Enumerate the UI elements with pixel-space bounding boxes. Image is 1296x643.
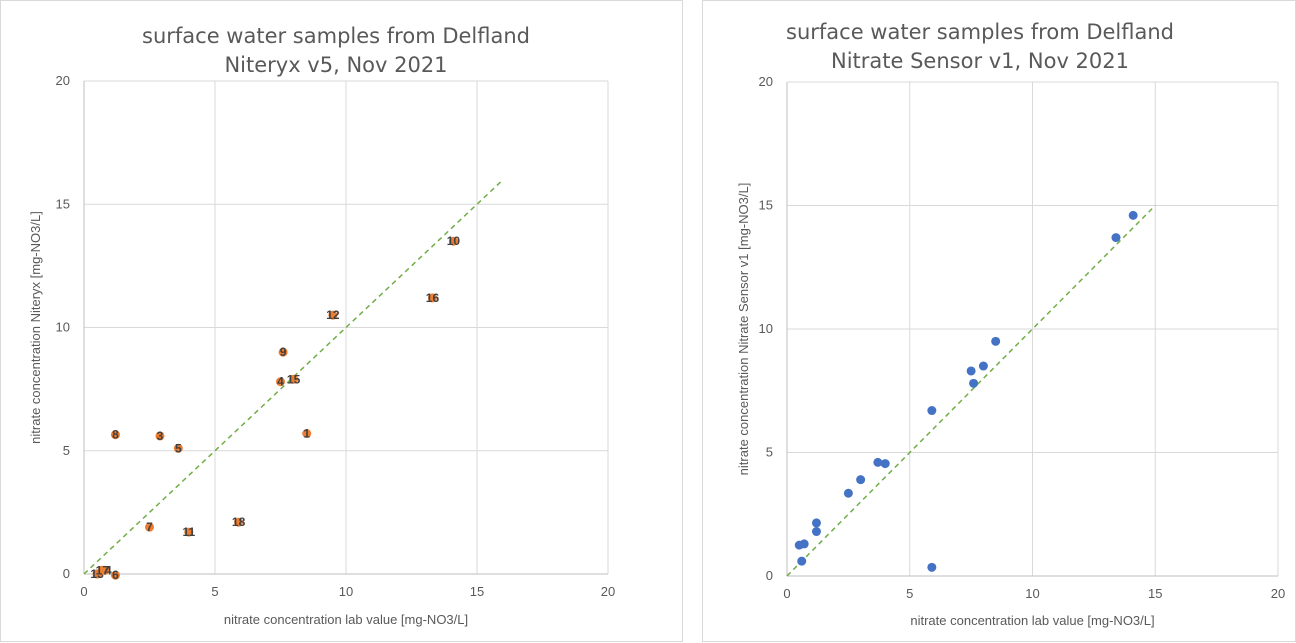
niteryx-data-label: 18: [232, 515, 246, 529]
chart-panel-niteryx: 0510152005101520123456789101112131415161…: [0, 0, 683, 642]
sensor-x-tick-label: 5: [906, 586, 913, 601]
sensor-y-tick-label: 0: [766, 568, 773, 583]
sensor-x-tick-label: 10: [1025, 586, 1039, 601]
niteryx-x-tick-label: 5: [211, 584, 218, 599]
niteryx-data-point: [278, 347, 288, 357]
chart-niteryx: 0510152005101520123456789101112131415161…: [28, 24, 615, 627]
niteryx-data-point: [184, 527, 194, 537]
sensor-y-tick-label: 15: [759, 198, 773, 213]
niteryx-y-tick-label: 10: [56, 320, 70, 335]
niteryx-data-label: 9: [280, 345, 287, 359]
niteryx-data-label: 10: [447, 234, 461, 248]
sensor-data-point: [799, 539, 809, 549]
sensor-data-point: [811, 527, 821, 537]
sensor-data-point: [978, 361, 988, 371]
niteryx-y-tick-label: 20: [56, 73, 70, 88]
sensor-y-axis-label: nitrate concentration Nitrate Sensor v1 …: [736, 183, 751, 476]
niteryx-data-point: [234, 517, 244, 527]
niteryx-data-label: 8: [112, 428, 119, 442]
niteryx-x-tick-label: 20: [601, 584, 615, 599]
niteryx-y-tick-label: 0: [63, 566, 70, 581]
niteryx-y-tick-label: 5: [63, 443, 70, 458]
sensor-y-tick-label: 20: [759, 74, 773, 89]
niteryx-data-point: [276, 377, 285, 387]
niteryx-data-point: [145, 522, 154, 532]
sensor-data-point: [966, 366, 976, 376]
sensor-x-tick-label: 0: [783, 586, 790, 601]
niteryx-data-label: 5: [175, 441, 182, 455]
sensor-data-point: [811, 518, 821, 528]
niteryx-data-label: 11: [182, 525, 195, 539]
niteryx-y-axis-label: nitrate concentration Niteryx [mg-NO3/L]: [28, 211, 43, 444]
sensor-data-point: [880, 459, 890, 469]
sensor-y-tick-label: 10: [759, 321, 773, 336]
niteryx-title-line: surface water samples from Delfland: [142, 24, 530, 48]
niteryx-x-tick-label: 0: [80, 584, 87, 599]
sensor-data-point: [927, 406, 937, 416]
niteryx-data-point: [448, 236, 458, 246]
sensor-x-tick-label: 15: [1148, 586, 1162, 601]
sensor-y-tick-label: 5: [766, 445, 773, 460]
sensor-trendline: [786, 204, 1156, 577]
sensor-title-line: Nitrate Sensor v1, Nov 2021: [831, 49, 1129, 73]
niteryx-data-label: 7: [146, 520, 153, 534]
niteryx-x-tick-label: 15: [470, 584, 484, 599]
sensor-data-point: [797, 556, 807, 566]
niteryx-data-point: [427, 293, 437, 303]
sensor-data-point: [873, 457, 883, 467]
sensor-x-axis-label: nitrate concentration lab value [mg-NO3/…: [910, 613, 1154, 628]
niteryx-data-point: [110, 570, 120, 580]
niteryx-data-label: 15: [287, 372, 301, 386]
sensor-data-point: [991, 336, 1001, 346]
sensor-title-line: surface water samples from Delfland: [786, 20, 1174, 44]
niteryx-data-label: 6: [112, 568, 119, 582]
niteryx-data-point: [173, 443, 183, 453]
niteryx-data-label: 3: [157, 429, 164, 443]
niteryx-data-point: [97, 565, 107, 575]
niteryx-data-point: [155, 431, 165, 441]
niteryx-x-axis-label: nitrate concentration lab value [mg-NO3/…: [224, 612, 468, 627]
sensor-data-point: [927, 562, 937, 572]
niteryx-data-point: [328, 310, 338, 320]
niteryx-title-line: Niteryx v5, Nov 2021: [224, 53, 447, 77]
chart-nitrate-sensor: 0 5 10 15 20 0 5 10 15 20 surface water samples fr…: [736, 20, 1285, 628]
sensor-data-point: [1111, 233, 1121, 243]
niteryx-trendline: [83, 179, 504, 575]
niteryx-data-label: 1: [303, 426, 310, 440]
sensor-data-point: [969, 378, 979, 388]
sensor-data-point: [856, 475, 866, 485]
niteryx-data-point: [289, 374, 299, 384]
sensor-data-point: [843, 488, 853, 498]
niteryx-x-tick-label: 10: [339, 584, 353, 599]
niteryx-data-label: 12: [326, 308, 340, 322]
sensor-data-point: [1128, 210, 1138, 220]
niteryx-data-point: [110, 430, 120, 440]
niteryx-y-tick-label: 15: [56, 196, 70, 211]
sensor-x-tick-label: 20: [1271, 586, 1285, 601]
niteryx-data-label: 16: [426, 291, 440, 305]
niteryx-data-label: 17: [96, 563, 110, 577]
niteryx-data-label: 4: [277, 375, 284, 389]
niteryx-data-point: [302, 428, 312, 438]
chart-panel-nitrate-sensor: 0 5 10 15 20 0 5 10 15 20 surface water samples fr…: [702, 0, 1296, 642]
